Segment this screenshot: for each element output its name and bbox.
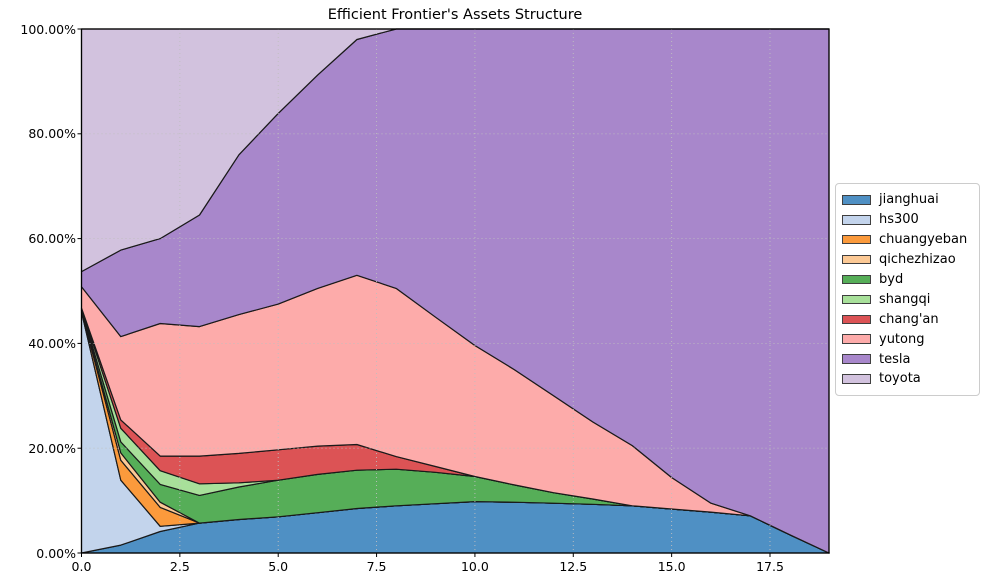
legend-swatch-chuangyeban [842, 234, 871, 245]
legend-swatch-hs300 [842, 215, 871, 225]
legend-item-toyota: toyota [842, 369, 975, 389]
legend-item-hs300: hs300 [842, 210, 975, 230]
legend-item-byd: byd [842, 270, 975, 290]
legend-label: tesla [879, 351, 911, 367]
legend-label: yutong [879, 331, 925, 347]
x-tick-label: 5.0 [268, 559, 289, 574]
legend-label: byd [879, 272, 904, 287]
legend-item-jianghuai: jianghuai [842, 190, 975, 210]
axes-frame [80, 28, 830, 554]
legend-swatch-byd [842, 274, 871, 285]
y-tick-label: 0.00% [36, 545, 76, 561]
legend-label: shangqi [879, 291, 931, 307]
legend-label: jianghuai [879, 192, 939, 208]
legend-swatch-tesla [842, 354, 871, 364]
legend-swatch-toyota [842, 374, 871, 384]
y-tick-label: 100.00% [20, 21, 76, 37]
legend-swatch-qichezhizao [842, 254, 871, 265]
x-tick-label: 0.0 [71, 559, 92, 574]
y-tick-label: 80.00% [28, 126, 76, 142]
legend-item-shangqi: shangqi [842, 289, 975, 309]
x-tick-label: 15.0 [657, 559, 686, 574]
y-tick-label: 60.00% [28, 231, 76, 247]
legend-item-yutong: yutong [842, 329, 975, 349]
legend: jianghuai hs300 chuangyeban qichezhizao byd s… [835, 183, 980, 396]
chart-title: Efficient Frontier's Assets Structure [327, 7, 583, 23]
legend-label: chang'an [879, 311, 939, 327]
legend-label: chuangyeban [879, 232, 968, 248]
legend-item-chuangyeban: chuangyeban [842, 230, 975, 250]
legend-item-chang'an: chang'an [842, 309, 975, 329]
x-tick-label: 7.5 [366, 559, 387, 574]
legend-swatch-jianghuai [842, 195, 871, 205]
legend-item-qichezhizao: qichezhizao [842, 250, 975, 270]
y-tick-label: 40.00% [28, 335, 76, 351]
x-tick-label: 2.5 [169, 559, 190, 574]
x-tick-label: 10.0 [460, 559, 489, 574]
legend-label: toyota [879, 371, 921, 387]
legend-label: hs300 [879, 212, 919, 228]
y-tick-label: 20.00% [28, 440, 76, 456]
x-tick-label: 12.5 [559, 559, 588, 574]
legend-swatch-chang'an [842, 314, 871, 325]
legend-label: qichezhizao [879, 252, 956, 268]
legend-swatch-yutong [842, 334, 871, 344]
legend-swatch-shangqi [842, 294, 871, 305]
x-tick-label: 17.5 [756, 559, 784, 574]
legend-item-tesla: tesla [842, 349, 975, 369]
